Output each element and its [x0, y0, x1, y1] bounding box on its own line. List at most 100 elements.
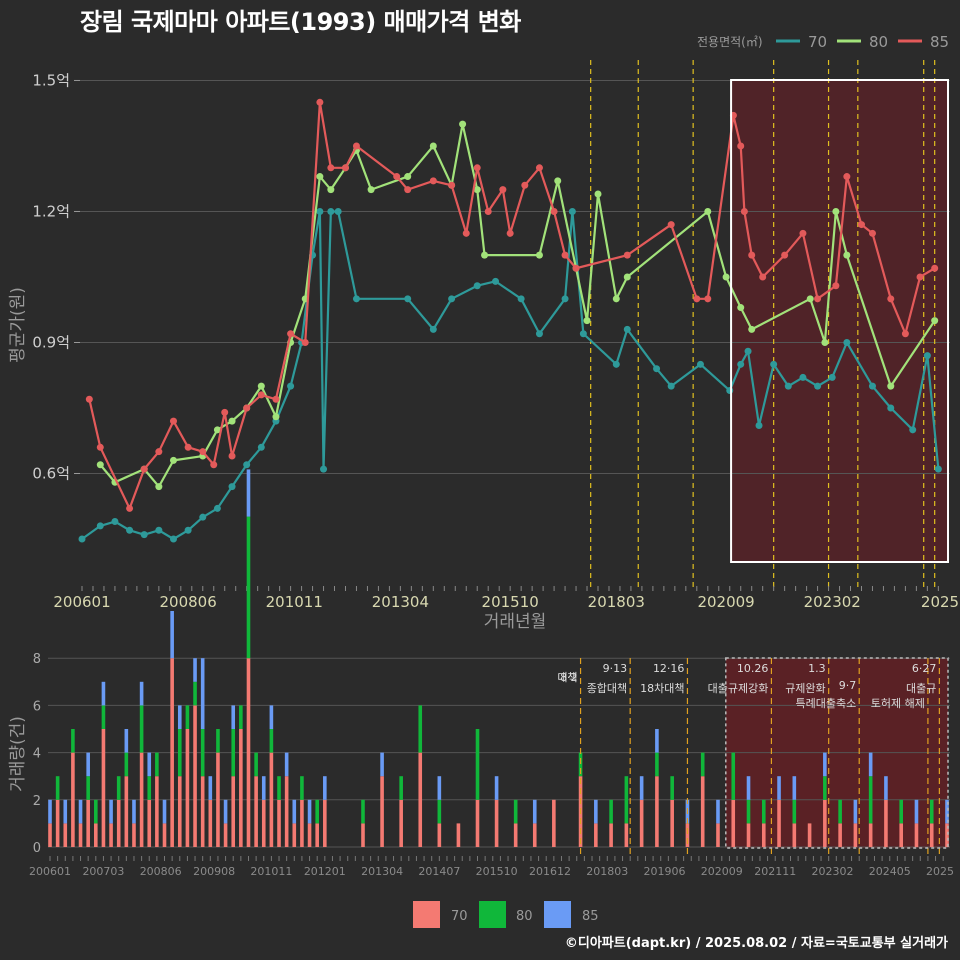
series-point-85	[85, 395, 93, 403]
volume-bar-85	[823, 752, 827, 777]
volume-x-tick-label: 201201	[304, 865, 346, 878]
series-point-80	[821, 338, 829, 346]
volume-bar-85	[777, 776, 781, 800]
volume-bar-70	[147, 799, 152, 847]
price-grid	[80, 79, 950, 474]
series-point-80	[612, 295, 620, 303]
volume-bar-70	[594, 823, 598, 847]
price-y-tick-label: 0.9억	[32, 333, 70, 351]
volume-bar-70	[200, 776, 205, 847]
series-point-70	[199, 513, 207, 521]
volume-event-lines: 8·2대책 9·13 종합대책 12·16 18차대책 10.26 대출규제강화 1.3 규제완…	[557, 658, 940, 856]
volume-bar-80	[147, 776, 152, 800]
volume-y-tick-label: 2	[33, 794, 41, 809]
volume-bar-80	[139, 705, 144, 753]
series-point-85	[561, 251, 569, 259]
volume-x-tick-label: 200703	[82, 865, 124, 878]
price-x-tick-label: 202302	[804, 593, 861, 611]
volume-bar-80	[300, 776, 304, 800]
volume-bar-85	[914, 799, 919, 824]
series-point-70	[612, 360, 620, 368]
volume-bar-70	[231, 776, 236, 847]
series-point-70	[126, 526, 134, 534]
volume-bar-70	[94, 823, 98, 847]
volume-bar-70	[853, 823, 858, 847]
series-point-85	[799, 229, 807, 237]
volume-bar-85	[323, 776, 327, 800]
event-date-label: 9·7	[839, 679, 857, 692]
volume-x-tick-label: 201011	[250, 865, 292, 878]
volume-bar-70	[254, 776, 258, 847]
series-point-80	[887, 382, 895, 390]
volume-bar-85	[261, 776, 266, 800]
volume-x-tick-label: 201803	[586, 865, 628, 878]
volume-bar-70	[277, 799, 281, 847]
volume-bar-70	[777, 799, 781, 847]
series-point-85	[301, 338, 309, 346]
series-point-70	[799, 373, 807, 381]
series-point-70	[404, 295, 412, 303]
event-name-label: 18차대책	[640, 682, 684, 695]
series-point-70	[653, 365, 661, 373]
volume-bar-80	[101, 705, 106, 729]
price-series	[78, 98, 942, 543]
series-point-85	[748, 251, 756, 259]
volume-bar-70	[868, 823, 873, 847]
series-point-80	[481, 251, 489, 259]
series-point-85	[341, 164, 349, 172]
volume-bar-70	[300, 799, 304, 847]
volume-y-tick-label: 6	[33, 699, 41, 714]
volume-y-tick-label: 0	[33, 841, 41, 856]
volume-bar-80	[254, 752, 258, 777]
volume-y-axis-label: 거래량(건)	[8, 716, 28, 792]
series-point-70	[78, 535, 86, 543]
series-point-70	[228, 483, 236, 491]
series-point-85	[901, 330, 909, 338]
volume-bar-70	[700, 776, 705, 847]
series-point-85	[96, 443, 104, 451]
series-point-80	[748, 325, 756, 333]
highlight-border	[730, 79, 949, 563]
volume-bar-70	[63, 823, 68, 847]
event-date-label: 6·27	[912, 662, 937, 675]
volume-bar-85	[269, 705, 274, 729]
volume-bar-85	[746, 776, 751, 800]
volume-bar-70	[914, 823, 919, 847]
volume-bar-85	[177, 705, 182, 729]
volume-bar-85	[437, 776, 442, 800]
series-point-70	[96, 522, 104, 530]
volume-bar-85	[162, 799, 167, 824]
volume-bar-80	[838, 799, 842, 824]
volume-bar-80	[315, 799, 319, 824]
price-event-lines	[590, 60, 936, 590]
volume-bar-85	[655, 729, 659, 753]
volume-bar-70	[86, 799, 90, 847]
volume-bar-70	[132, 823, 136, 847]
series-point-85	[506, 229, 514, 237]
volume-legend: 70 80 85	[413, 901, 599, 928]
series-point-70	[770, 360, 778, 368]
event-name-label: 규제완화	[785, 682, 825, 695]
volume-bar-85	[868, 752, 873, 777]
series-point-70	[568, 207, 576, 215]
series-point-85	[169, 417, 177, 425]
volume-bar-85	[78, 799, 83, 824]
price-y-ticks: 0.6억 0.9억 1.2억 1.5억	[32, 71, 80, 483]
series-point-85	[199, 448, 207, 456]
volume-bar-85	[231, 705, 236, 729]
volume-bar-70	[208, 799, 213, 847]
series-point-85	[327, 164, 335, 172]
series-point-85	[287, 330, 295, 338]
volume-bar-85	[594, 799, 598, 824]
volume-bar-70	[216, 752, 220, 847]
volume-bar-85	[292, 799, 297, 824]
volume-bar-80	[277, 776, 281, 800]
volume-bar-85	[86, 752, 90, 777]
series-point-70	[737, 360, 745, 368]
event-name-label: 종합대책	[587, 682, 627, 695]
volume-bar-70	[101, 729, 106, 847]
volume-bar-85	[223, 799, 228, 824]
volume-bar-70	[670, 799, 674, 847]
legend-label-70: 70	[808, 33, 827, 51]
